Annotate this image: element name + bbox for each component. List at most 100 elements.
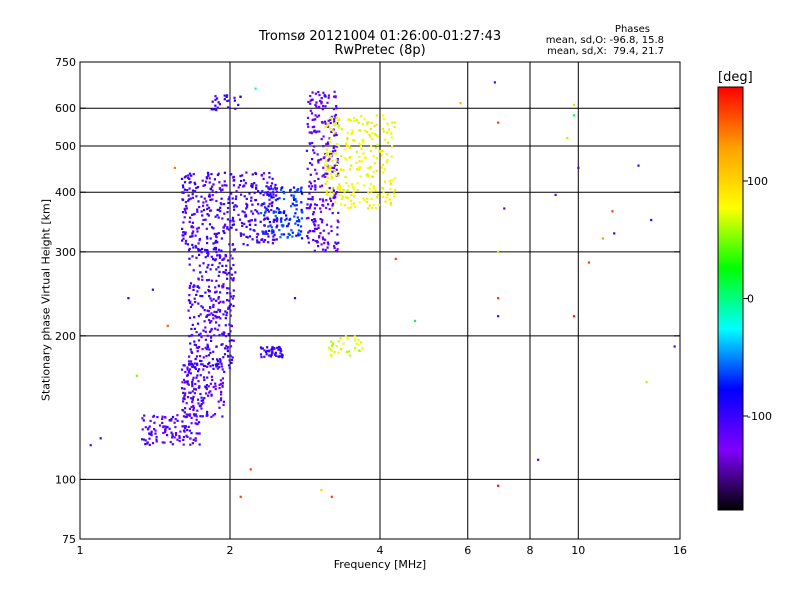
data-point [198, 253, 201, 256]
data-point [206, 346, 210, 349]
data-point [361, 160, 364, 163]
data-point [195, 331, 198, 334]
data-point [317, 161, 320, 164]
data-point [340, 155, 343, 158]
data-point [365, 174, 368, 177]
data-point [332, 146, 335, 150]
data-point [183, 216, 186, 219]
x-extra-label: 10 [571, 544, 585, 557]
data-point [171, 415, 175, 419]
data-point [174, 418, 177, 421]
data-point [208, 193, 211, 196]
data-point [300, 201, 303, 204]
data-point [357, 121, 360, 124]
data-point [256, 239, 259, 242]
data-point [222, 356, 225, 359]
data-point [337, 144, 340, 147]
data-point [187, 383, 190, 386]
data-point [336, 122, 339, 125]
data-point [295, 208, 298, 211]
data-point [196, 208, 199, 211]
data-point [280, 224, 283, 227]
data-point [301, 211, 304, 214]
data-point [637, 164, 640, 167]
data-point [231, 278, 234, 281]
data-point [223, 203, 226, 206]
data-point [176, 438, 179, 441]
data-point [367, 191, 370, 194]
data-point [253, 182, 256, 185]
data-point [369, 165, 372, 168]
data-point [264, 210, 267, 213]
data-point [234, 204, 237, 207]
data-point [235, 228, 238, 231]
data-point [329, 348, 332, 351]
data-point [329, 150, 332, 153]
data-point [225, 184, 228, 187]
data-point [206, 207, 209, 210]
data-point [213, 310, 216, 313]
data-point [218, 262, 221, 265]
data-point [215, 316, 218, 319]
data-point [194, 439, 197, 442]
data-point [226, 106, 230, 109]
data-point [215, 365, 218, 368]
data-point [243, 211, 246, 214]
data-point [230, 173, 233, 176]
data-point [232, 248, 235, 251]
data-point [371, 132, 374, 135]
data-point [232, 175, 235, 178]
data-point [325, 189, 328, 192]
scatter-points [89, 81, 676, 498]
data-point [230, 339, 233, 342]
data-point [200, 399, 203, 402]
data-point [213, 246, 216, 249]
data-point [278, 229, 281, 232]
data-point [268, 171, 271, 175]
data-point [213, 334, 216, 337]
chart-subtitle: RwPretec (8p) [334, 43, 426, 58]
data-point [142, 438, 146, 441]
data-point [188, 187, 191, 190]
data-point [272, 193, 275, 196]
data-point [330, 495, 333, 498]
data-point [153, 428, 156, 431]
data-point [149, 419, 152, 423]
data-point [280, 349, 283, 352]
x-tick-label: 1 [77, 544, 84, 557]
data-point [150, 431, 153, 434]
data-point [201, 363, 204, 366]
data-point [326, 124, 329, 127]
data-point [194, 366, 197, 369]
data-point [358, 168, 361, 171]
data-point [239, 95, 242, 98]
data-point [254, 199, 257, 202]
data-point [195, 355, 199, 358]
data-point [283, 192, 286, 195]
data-point [192, 213, 195, 216]
data-point [209, 297, 212, 300]
data-point [184, 232, 187, 236]
data-point [217, 297, 220, 300]
data-point [276, 218, 279, 221]
data-point [267, 186, 270, 189]
data-point [191, 442, 194, 445]
data-point [204, 291, 207, 294]
data-point [212, 227, 215, 230]
data-point [206, 334, 209, 337]
data-point [200, 305, 203, 308]
data-point [223, 212, 226, 215]
data-point [331, 187, 334, 190]
data-point [324, 175, 327, 178]
data-point [161, 441, 164, 444]
data-point [390, 178, 393, 181]
data-point [219, 300, 222, 303]
data-point [191, 255, 194, 258]
data-point [497, 121, 500, 124]
data-point [273, 238, 276, 241]
data-point [275, 354, 278, 357]
data-point [324, 248, 327, 251]
data-point [207, 278, 211, 282]
data-point [208, 391, 211, 394]
data-point [374, 146, 378, 149]
